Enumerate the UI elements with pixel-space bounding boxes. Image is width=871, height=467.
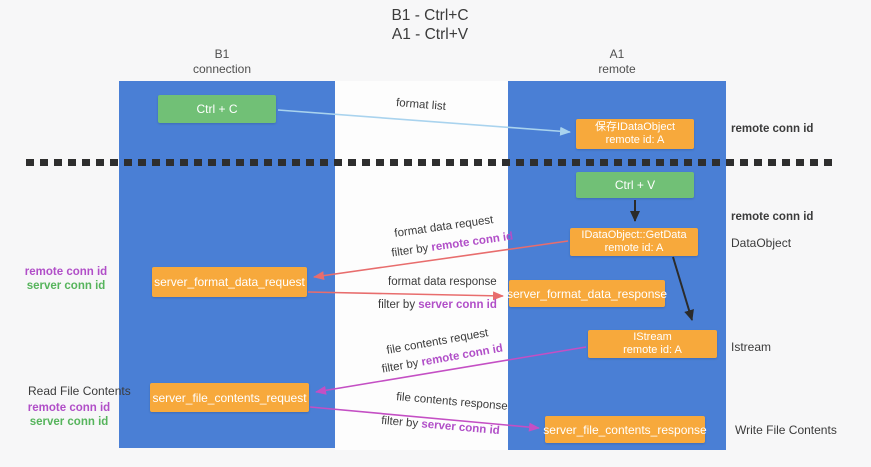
column-right-name: A1: [609, 47, 625, 61]
node-getdata-line2: remote id: A: [604, 242, 664, 254]
node-ctrl-v-label: Ctrl + V: [614, 178, 656, 192]
side-label-read-file-contents: Read File Contents: [28, 384, 131, 398]
column-left-role: connection: [192, 62, 252, 76]
column-left-name: B1: [214, 47, 230, 61]
node-server-file-contents-response-label: server_file_contents_response: [543, 422, 707, 437]
side-label-istream: Istream: [731, 340, 772, 354]
node-getdata: IDataObject::GetData remote id: A: [570, 228, 698, 256]
edge-label-filter-server-conn-1: filter by server conn id: [378, 299, 497, 311]
side-label-left-server-conn-bottom: server conn id: [29, 416, 109, 428]
node-istream-line2: remote id: A: [623, 344, 682, 356]
edge-label-format-data-response: format data response: [388, 276, 497, 288]
node-server-format-data-request: server_format_data_request: [152, 267, 307, 297]
side-label-left-remote-conn-bottom: remote conn id: [27, 402, 111, 414]
column-right-role: remote: [598, 62, 636, 76]
node-ctrl-v: Ctrl + V: [576, 172, 694, 198]
node-save-dataobject: 保存IDataObject remote id: A: [576, 119, 694, 149]
node-ctrl-c: Ctrl + C: [158, 95, 276, 123]
node-server-format-data-response: server_format_data_response: [506, 280, 668, 307]
side-label-left-server-conn-mid: server conn id: [26, 280, 106, 292]
node-save-dataobject-line2: remote id: A: [605, 134, 665, 146]
side-label-dataobject: DataObject: [731, 236, 792, 250]
side-label-remote-conn-right-top: remote conn id: [731, 123, 814, 135]
side-label-left-remote-conn-mid: remote conn id: [24, 266, 108, 278]
side-label-left-conn-mid: remote conn id server conn id: [24, 265, 108, 293]
node-server-file-contents-request: server_file_contents_request: [150, 383, 309, 412]
node-server-file-contents-request-label: server_file_contents_request: [152, 390, 307, 405]
column-left-header: B1 connection: [157, 47, 287, 77]
node-getdata-line1: IDataObject::GetData: [581, 229, 687, 241]
separator-dashed-line: [26, 159, 832, 166]
diagram-title-line1: B1 - Ctrl+C: [391, 7, 469, 24]
node-server-format-data-request-label: server_format_data_request: [154, 275, 305, 289]
diagram-title: B1 - Ctrl+C A1 - Ctrl+V: [391, 6, 468, 44]
column-right-header: A1 remote: [552, 47, 682, 77]
side-label-remote-conn-right-mid: remote conn id: [731, 211, 814, 223]
diagram-title-line2: A1 - Ctrl+V: [391, 26, 469, 43]
node-save-dataobject-line1: 保存IDataObject: [594, 121, 676, 133]
node-istream: IStream remote id: A: [588, 330, 717, 358]
filter-id-server-conn: server conn id: [418, 299, 497, 311]
filter-prefix: filter by: [378, 299, 419, 311]
side-label-write-file-contents: Write File Contents: [735, 423, 837, 437]
side-label-left-conn-bottom: remote conn id server conn id: [27, 401, 111, 429]
node-server-format-data-response-label: server_format_data_response: [506, 286, 668, 301]
node-istream-line1: IStream: [633, 331, 672, 343]
node-server-file-contents-response: server_file_contents_response: [543, 416, 707, 443]
node-ctrl-c-label: Ctrl + C: [196, 102, 238, 116]
